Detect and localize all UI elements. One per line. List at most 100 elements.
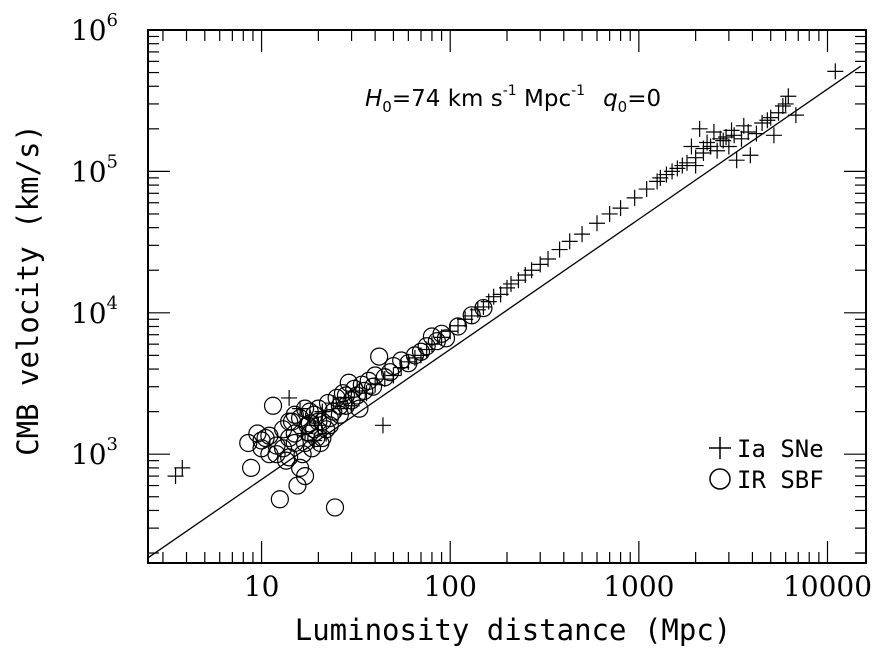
sbf-point (339, 373, 358, 392)
legend-label-sbf: IR SBF (737, 466, 824, 494)
sbf-point (263, 396, 283, 415)
y-tick-label: 104 (71, 293, 118, 330)
y-tick-label: 105 (71, 151, 118, 188)
sne-point (457, 311, 474, 328)
sne-point (664, 163, 681, 180)
sbf-point (370, 347, 389, 366)
sne-point (705, 123, 722, 140)
sne-point (314, 403, 331, 420)
sne-point (774, 98, 791, 115)
sne-point (759, 112, 776, 129)
sne-point (167, 468, 184, 485)
sne-point (174, 459, 191, 476)
sne-point (649, 173, 666, 190)
sne-point (679, 154, 696, 171)
sbf-point (273, 439, 293, 458)
mpc-unit: Mpc (517, 86, 571, 112)
x-tick-labels: 10 100 1000 10000 (244, 570, 872, 603)
sne-point (699, 134, 716, 151)
x-tick-label: 100 (423, 570, 476, 603)
sbf-point (285, 405, 304, 424)
sne-point (281, 389, 298, 406)
legend-label-sne: Ia SNe (737, 435, 824, 463)
y-axis-title: CMB velocity (km/s) (11, 124, 45, 456)
sne-point (728, 152, 745, 169)
sne-point (485, 288, 502, 305)
sbf-point (363, 377, 383, 396)
x-tick-label: 1000 (603, 570, 674, 603)
q0-subscript: 0 (618, 98, 628, 116)
sne-point (735, 117, 752, 134)
sne-point (423, 336, 440, 353)
sbf-point (280, 412, 299, 431)
mpc-exponent: -1 (571, 83, 585, 99)
sne-point (540, 251, 557, 268)
sne-point (433, 329, 450, 346)
sbf-point (260, 426, 279, 445)
sne-point (683, 138, 700, 155)
sbf-point (288, 476, 307, 495)
sbf-point (325, 498, 345, 517)
sbf-point (436, 329, 456, 348)
h0-subscript: 0 (382, 98, 392, 116)
sne-point (691, 120, 708, 137)
sne-point (574, 226, 591, 243)
fit-line (147, 65, 862, 559)
sne-point (318, 425, 335, 442)
sne-point (376, 371, 393, 388)
sbf-point (309, 399, 328, 418)
sne-point (450, 317, 467, 334)
sbf-point (350, 399, 369, 418)
sne-point (310, 417, 327, 434)
sne-point (301, 410, 318, 427)
sne-point (612, 200, 629, 217)
sne-point (601, 205, 618, 222)
sne-point (709, 142, 726, 159)
sne-point (733, 130, 750, 147)
sne-point (385, 367, 402, 384)
x-axis-title: Luminosity distance (Mpc) (295, 613, 732, 647)
sne-point (406, 349, 423, 366)
h0-value: =74 km s (392, 86, 503, 112)
sne-point (367, 376, 384, 393)
sne-point (297, 425, 314, 442)
sne-point (720, 138, 737, 155)
sne-point (589, 215, 606, 232)
legend-plus-marker (709, 437, 731, 459)
sbf-point (290, 458, 310, 477)
sne-point (400, 353, 417, 370)
sne-point (374, 417, 391, 434)
sne-point (523, 262, 540, 279)
y-tick-labels: 103 104 105 106 (71, 10, 118, 471)
y-tick-label: 106 (71, 10, 118, 47)
sne-point (351, 382, 368, 399)
sne-point (695, 140, 712, 157)
sne-point (358, 385, 375, 402)
sne-point (463, 307, 480, 324)
sne-point (551, 241, 568, 258)
sne-point (561, 233, 578, 250)
sbf-point (267, 445, 286, 464)
sne-point (718, 129, 735, 146)
sne-point (687, 157, 704, 174)
sne-point (787, 107, 804, 124)
sne-point (827, 63, 844, 80)
q0-symbol: q (603, 86, 618, 112)
legend-circle-marker (709, 468, 731, 490)
sbf-point (280, 448, 299, 467)
sne-point (765, 127, 782, 144)
h0-symbol: H (365, 86, 382, 112)
legend: Ia SNe IR SBF (709, 435, 824, 494)
q0-value: =0 (627, 86, 661, 112)
sne-point (742, 147, 759, 164)
sne-point (780, 88, 797, 105)
sne-point (770, 104, 787, 121)
sne-point (626, 189, 643, 206)
x-tick-label: 10000 (783, 570, 872, 603)
sbf-point (242, 458, 261, 477)
sbf-point (293, 445, 312, 464)
sbf-series (239, 298, 493, 517)
sne-point (343, 397, 360, 414)
